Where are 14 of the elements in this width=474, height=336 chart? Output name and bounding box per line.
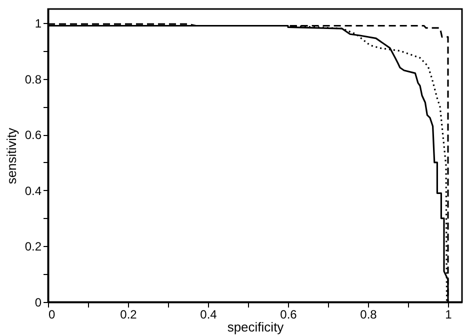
y-tick-label: 0.4 <box>24 184 42 198</box>
y-tick-label: 0.6 <box>24 128 42 142</box>
x-tick-label: 0.6 <box>280 308 298 322</box>
y-axis-title: sensitivity <box>4 127 19 184</box>
x-tick-label: 1 <box>445 308 452 322</box>
x-tick-label: 0.8 <box>360 308 378 322</box>
y-tick-label: 0.8 <box>24 72 42 86</box>
x-tick-label: 0.4 <box>200 308 218 322</box>
x-axis-title: specificity <box>227 320 284 334</box>
x-tick-label: 0 <box>48 308 56 322</box>
y-tick-label: 1 <box>34 16 42 30</box>
y-tick-label: 0.2 <box>24 240 42 254</box>
y-tick-label: 0 <box>34 296 42 310</box>
x-tick-label: 0.2 <box>120 308 138 322</box>
